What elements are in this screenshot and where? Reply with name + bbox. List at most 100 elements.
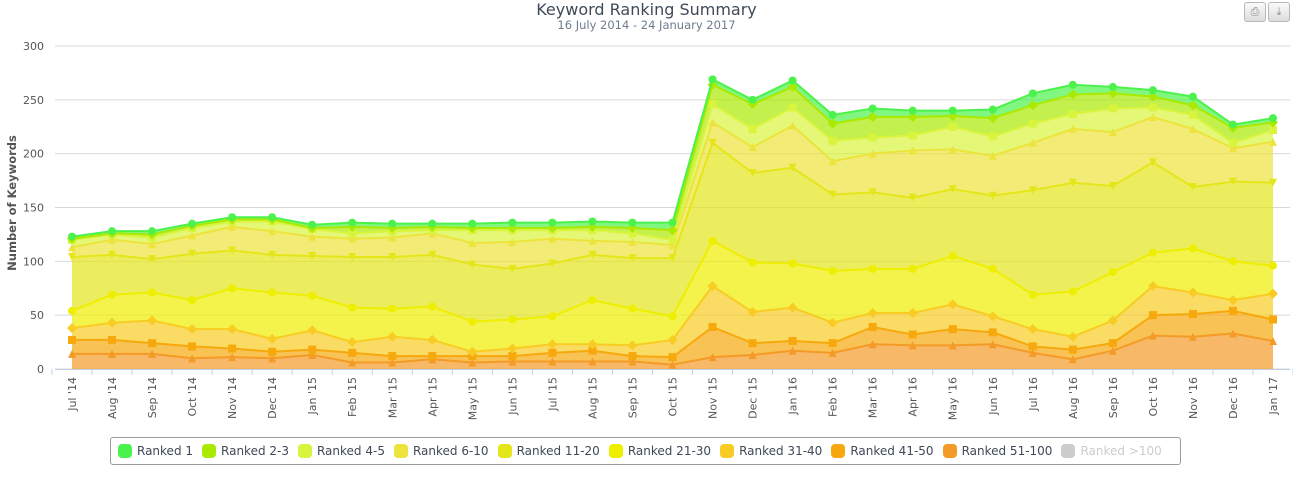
point-ranked-1 xyxy=(428,219,437,228)
legend-item[interactable]: Ranked 41-50 xyxy=(831,444,934,458)
point-ranked-11-20 xyxy=(948,185,957,194)
legend-label: Ranked 2-3 xyxy=(221,444,289,458)
point-ranked-1 xyxy=(268,213,277,222)
point-ranked-11-20 xyxy=(1228,177,1237,186)
legend-item[interactable]: Ranked 51-100 xyxy=(942,444,1052,458)
point-ranked-1 xyxy=(228,213,237,222)
point-ranked-4-5 xyxy=(1028,119,1037,128)
legend-item[interactable]: Ranked 6-10 xyxy=(393,444,489,458)
point-ranked-6-10 xyxy=(388,233,397,242)
point-ranked-1 xyxy=(868,104,877,113)
y-tick-label: 50 xyxy=(30,309,44,322)
x-tick-label: Apr '15 xyxy=(426,377,439,417)
point-ranked-2-3 xyxy=(907,112,918,123)
point-ranked-21-30 xyxy=(788,259,797,268)
point-ranked-2-3 xyxy=(1187,100,1198,111)
point-ranked-2-3 xyxy=(827,118,838,129)
download-button[interactable]: ⤓ xyxy=(1268,2,1290,22)
point-ranked-31-40 xyxy=(1268,288,1278,299)
point-ranked-21-30 xyxy=(828,267,837,276)
point-ranked-11-20 xyxy=(468,260,477,269)
point-ranked-51-100 xyxy=(748,351,757,360)
point-ranked-51-100 xyxy=(268,354,277,363)
point-ranked-21-30 xyxy=(508,315,517,324)
point-ranked-21-30 xyxy=(588,296,597,305)
area-ranked-2-3 xyxy=(72,84,1273,240)
point-ranked-6-10 xyxy=(1068,124,1077,133)
point-ranked-6-10 xyxy=(108,235,117,244)
point-ranked-6-10 xyxy=(828,157,837,166)
point-ranked-1 xyxy=(388,219,397,228)
point-ranked-51-100 xyxy=(468,358,477,367)
point-ranked-21-30 xyxy=(108,290,117,299)
point-ranked-31-40 xyxy=(267,333,278,344)
point-ranked-1 xyxy=(1068,80,1077,89)
point-ranked-31-40 xyxy=(1107,315,1118,326)
x-tick-label: Dec '15 xyxy=(747,377,760,419)
point-ranked-1 xyxy=(788,76,797,85)
point-ranked-41-50 xyxy=(108,335,117,344)
x-tick-label: Jan '16 xyxy=(787,377,800,415)
point-ranked-21-30 xyxy=(1148,248,1157,257)
chart-title: Keyword Ranking Summary xyxy=(536,0,757,19)
point-ranked-2-3 xyxy=(867,112,878,123)
point-ranked-31-40 xyxy=(187,324,198,335)
legend-item[interactable]: Ranked 31-40 xyxy=(720,444,822,458)
point-ranked-2-3 xyxy=(987,113,998,124)
point-ranked-51-100 xyxy=(548,357,557,366)
point-ranked-21-30 xyxy=(268,288,277,297)
point-ranked-51-100 xyxy=(1188,332,1197,341)
point-ranked-21-30 xyxy=(868,264,877,273)
point-ranked-4-5 xyxy=(1188,110,1197,119)
legend-item[interactable]: Ranked 11-20 xyxy=(497,444,600,458)
point-ranked-11-20 xyxy=(868,188,877,197)
legend-item[interactable]: Ranked 4-5 xyxy=(297,444,385,458)
legend-swatch xyxy=(831,444,846,458)
print-button[interactable]: ⎙ xyxy=(1244,2,1266,22)
point-ranked-1 xyxy=(748,95,757,104)
point-ranked-41-50 xyxy=(748,339,757,348)
point-ranked-41-50 xyxy=(188,342,197,351)
point-ranked-11-20 xyxy=(1108,181,1117,190)
point-ranked-21-30 xyxy=(948,251,957,260)
point-ranked-1 xyxy=(708,75,717,84)
legend-swatch xyxy=(118,444,132,458)
point-ranked-51-100 xyxy=(508,357,517,366)
point-ranked-21-30 xyxy=(628,304,637,313)
point-ranked-21-30 xyxy=(308,291,317,300)
point-ranked-11-20 xyxy=(1148,158,1157,167)
point-ranked-41-50 xyxy=(228,344,237,353)
point-ranked-6-10 xyxy=(788,121,797,130)
area-ranked-4-5 xyxy=(72,104,1273,248)
point-ranked-21-30 xyxy=(708,236,717,245)
legend-item[interactable]: Ranked 21-30 xyxy=(608,444,712,458)
point-ranked-6-10 xyxy=(628,237,637,246)
point-ranked-31-40 xyxy=(747,306,758,317)
point-ranked-41-50 xyxy=(1108,339,1117,348)
x-tick-label: Oct '16 xyxy=(1147,377,1160,417)
legend-item[interactable]: Ranked >100 xyxy=(1061,444,1162,458)
point-ranked-21-30 xyxy=(908,264,917,273)
point-ranked-6-10 xyxy=(868,149,877,158)
point-ranked-51-100 xyxy=(668,360,677,369)
point-ranked-11-20 xyxy=(668,254,677,263)
point-ranked-6-10 xyxy=(348,234,357,243)
point-ranked-51-100 xyxy=(308,351,317,360)
point-ranked-51-100 xyxy=(828,348,837,357)
point-ranked-51-100 xyxy=(868,340,877,349)
point-ranked-6-10 xyxy=(1148,113,1157,122)
legend-label: Ranked >100 xyxy=(1080,444,1162,458)
x-tick-label: Jun '15 xyxy=(506,377,519,416)
legend-item[interactable]: Ranked 1 xyxy=(118,444,193,458)
point-ranked-51-100 xyxy=(788,346,797,355)
legend-swatch xyxy=(202,444,217,458)
point-ranked-1 xyxy=(188,219,197,228)
point-ranked-2-3 xyxy=(1107,88,1118,99)
point-ranked-6-10 xyxy=(1228,144,1237,153)
x-tick-label: Aug '14 xyxy=(106,377,119,419)
point-ranked-11-20 xyxy=(508,264,517,273)
legend-item[interactable]: Ranked 2-3 xyxy=(202,444,289,458)
legend-label: Ranked 21-30 xyxy=(627,444,712,458)
point-ranked-1 xyxy=(988,105,997,114)
x-tick-label: Jul '14 xyxy=(66,377,79,412)
